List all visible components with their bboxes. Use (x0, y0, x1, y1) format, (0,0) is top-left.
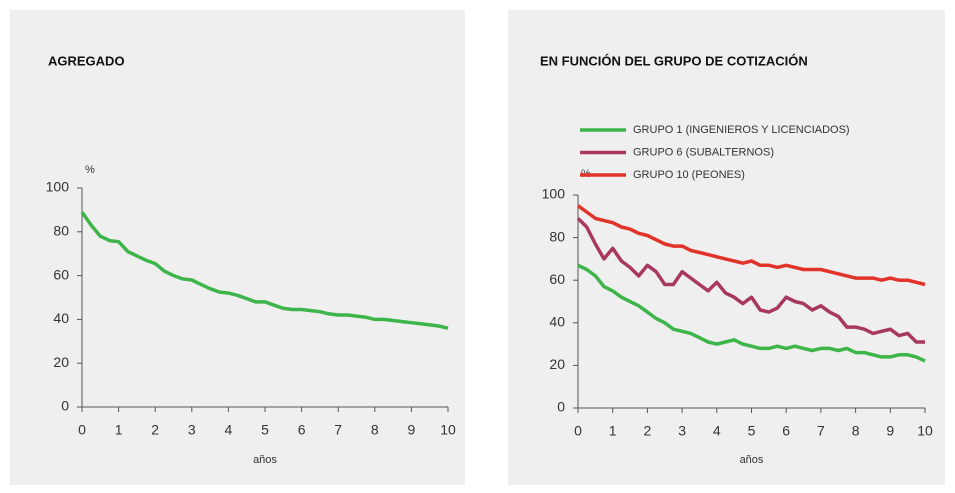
series-line (80, 211, 449, 330)
x-tick-label: 2 (151, 422, 159, 438)
y-tick-label: 40 (53, 310, 69, 326)
x-tick-label: 8 (371, 422, 379, 438)
series-line (576, 217, 925, 344)
x-tick-label: 8 (852, 423, 860, 439)
y-tick-label: 100 (542, 186, 566, 202)
y-tick-label: 80 (53, 223, 69, 239)
y-tick-label: 0 (557, 399, 565, 415)
x-tick-label: 5 (748, 423, 756, 439)
x-tick-label: 4 (225, 422, 233, 438)
legend-label: GRUPO 6 (SUBALTERNOS) (633, 146, 774, 158)
x-tick-label: 5 (261, 422, 269, 438)
legend-label: GRUPO 10 (PEONES) (633, 169, 745, 181)
y-tick-label: 60 (549, 271, 565, 287)
panel (10, 10, 465, 485)
y-tick-label: 0 (61, 398, 69, 414)
x-tick-label: 2 (644, 423, 652, 439)
chart-title: AGREGADO (48, 53, 125, 68)
y-tick-label: 20 (549, 356, 565, 372)
x-tick-label: 1 (609, 423, 617, 439)
legend-label: GRUPO 1 (INGENIEROS Y LICENCIADOS) (633, 124, 850, 136)
x-tick-label: 3 (188, 422, 196, 438)
x-tick-label: 9 (408, 422, 416, 438)
x-tick-label: 6 (782, 423, 790, 439)
x-tick-label: 4 (713, 423, 721, 439)
x-tick-label: 1 (115, 422, 123, 438)
y-tick-label: 80 (549, 228, 565, 244)
x-tick-label: 10 (917, 423, 933, 439)
series-line (577, 263, 926, 363)
x-axis-label: años (253, 454, 277, 466)
y-tick-label: 60 (53, 266, 69, 282)
x-tick-label: 9 (886, 423, 894, 439)
y-tick-label: 100 (46, 179, 70, 195)
chart-title: EN FUNCIÓN DEL GRUPO DE COTIZACIÓN (540, 53, 808, 68)
x-tick-label: 6 (298, 422, 306, 438)
y-tick-label: 40 (549, 314, 565, 330)
x-tick-label: 10 (440, 422, 456, 438)
y-tick-label: 20 (53, 354, 69, 370)
x-tick-label: 7 (817, 423, 825, 439)
x-tick-label: 3 (678, 423, 686, 439)
panel (508, 10, 945, 485)
x-axis-label: años (740, 454, 764, 466)
x-tick-label: 0 (78, 422, 86, 438)
y-axis-label: % (85, 164, 95, 176)
x-tick-label: 7 (334, 422, 342, 438)
series-line (576, 204, 926, 287)
x-tick-label: 0 (574, 423, 582, 439)
